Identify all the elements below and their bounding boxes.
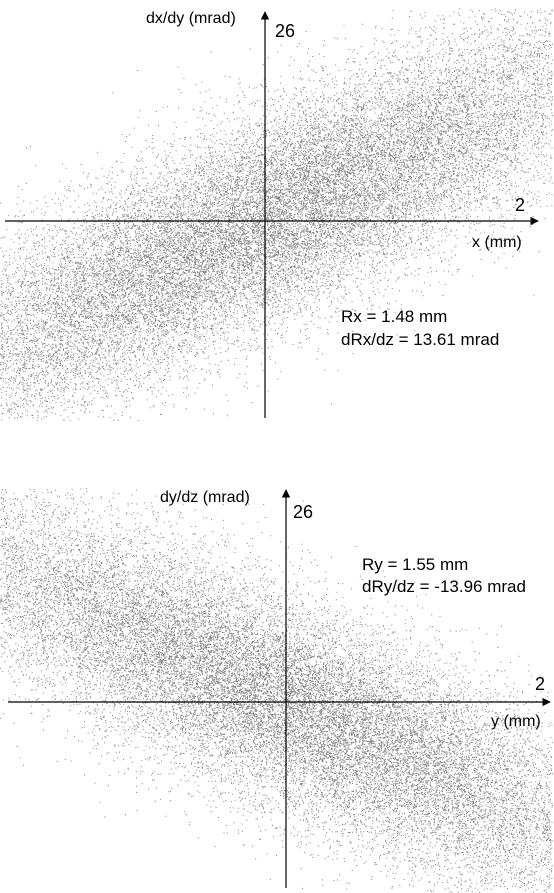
top-panel: dx/dy (mrad) 26 2 x (mm) Rx = 1.48 mm dR…: [0, 8, 553, 421]
bottom-points: [0, 488, 553, 893]
scatter-points-bottom: [0, 488, 553, 893]
top-y-axis-label: dx/dy (mrad): [146, 10, 236, 27]
top-y-tick-label: 26: [275, 21, 295, 41]
top-annotation-2: dRx/dz = 13.61 mrad: [341, 330, 499, 349]
bottom-y-tick-label: 26: [293, 502, 313, 522]
top-x-tick-label: 2: [515, 195, 525, 215]
bottom-x-tick-label: 2: [535, 674, 545, 694]
bottom-x-axis-label: y (mm): [491, 713, 541, 730]
bottom-panel: dy/dz (mrad) 26 2 y (mm) Ry = 1.55 mm dR…: [0, 488, 553, 893]
top-x-axis-label: x (mm): [472, 234, 522, 251]
top-points: [0, 8, 553, 421]
scatter-points-top: [0, 8, 553, 421]
bottom-annotation-2: dRy/dz = -13.96 mrad: [362, 577, 526, 596]
bottom-annotation-1: Ry = 1.55 mm: [362, 555, 468, 574]
top-annotation-1: Rx = 1.48 mm: [341, 307, 447, 326]
bottom-y-axis-label: dy/dz (mrad): [160, 489, 250, 506]
